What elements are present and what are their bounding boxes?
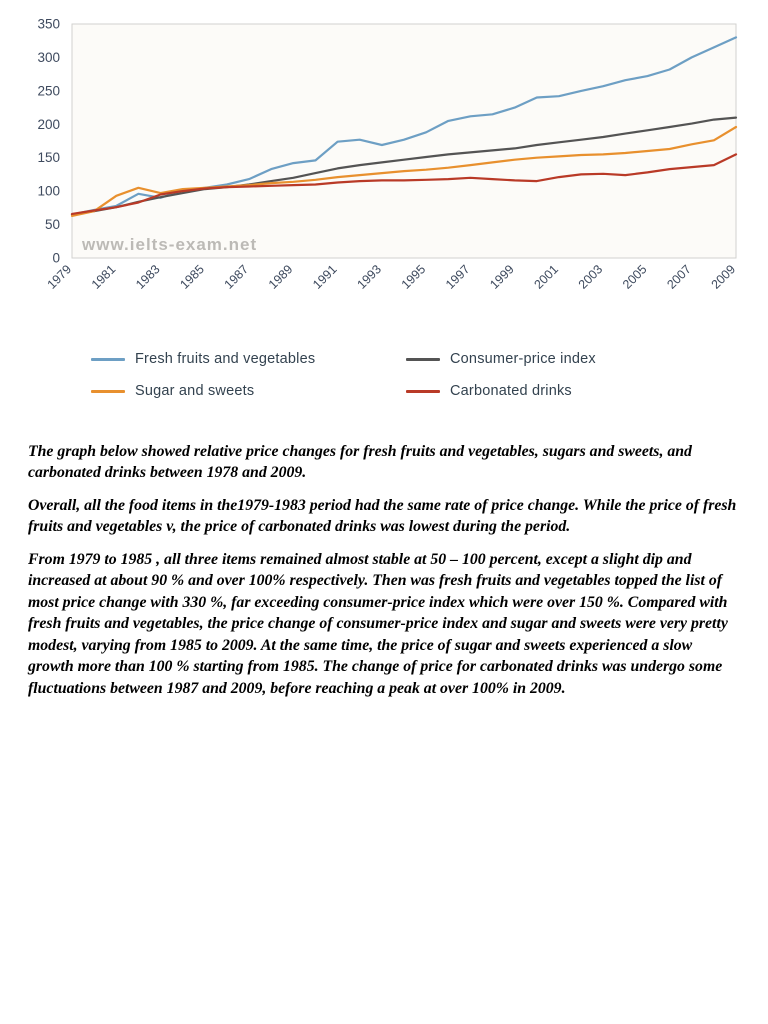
essay-paragraph-1: The graph below showed relative price ch… — [28, 443, 692, 482]
x-tick-label: 1987 — [222, 262, 252, 292]
y-tick-label: 0 — [52, 251, 60, 266]
y-tick-label: 150 — [37, 150, 60, 165]
x-tick-label: 1979 — [45, 262, 75, 292]
essay-paragraph-3: From 1979 to 1985 , all three items rema… — [28, 550, 728, 697]
legend-line-icon — [406, 357, 440, 361]
x-tick-label: 2009 — [709, 262, 739, 292]
plot-area — [71, 23, 737, 259]
watermark: www.ielts-exam.net — [81, 235, 257, 254]
essay-text: The graph below showed relative price ch… — [28, 441, 738, 699]
x-tick-label: 1983 — [133, 262, 163, 292]
y-tick-label: 250 — [37, 83, 60, 98]
legend-line-icon — [91, 357, 125, 361]
y-tick-label: 300 — [37, 50, 60, 65]
x-tick-label: 1989 — [266, 262, 296, 292]
legend-item-consumer-price-index: Consumer-price index — [406, 351, 691, 367]
x-tick-label: 1997 — [443, 262, 473, 292]
line-chart-canvas: 0 50 100 150 200 250 300 350 1979 1981 1983 1985 198… — [37, 17, 739, 292]
legend-label: Fresh fruits and vegetables — [135, 351, 316, 367]
x-tick-label: 2003 — [576, 262, 606, 292]
x-tick-label: 1985 — [177, 262, 207, 292]
x-tick-label: 2005 — [620, 262, 650, 292]
legend-label: Sugar and sweets — [135, 383, 255, 399]
series-line-1 — [70, 116, 738, 216]
price-change-chart: 0 50 100 150 200 250 300 350 1979 1981 1983 1985 198… — [14, 0, 768, 400]
x-tick-label: 2007 — [664, 262, 694, 292]
x-tick-label: 1993 — [354, 262, 384, 292]
legend-line-icon — [406, 389, 440, 393]
legend-item-sugar-and-sweets: Sugar and sweets — [91, 383, 376, 399]
x-tick-label: 1991 — [310, 262, 340, 292]
y-tick-label: 200 — [37, 117, 60, 132]
legend-label: Carbonated drinks — [450, 383, 572, 399]
y-tick-label: 50 — [45, 217, 60, 232]
x-tick-label: 2001 — [531, 262, 561, 292]
chart-legend: Fresh fruits and vegetables Consumer-pri… — [91, 351, 691, 399]
x-tick-label: 1981 — [89, 262, 119, 292]
y-tick-label: 100 — [37, 184, 60, 199]
series-line-3 — [70, 153, 738, 215]
essay-paragraph-2: Overall, all the food items in the1979-1… — [28, 496, 737, 536]
legend-label: Consumer-price index — [450, 351, 596, 367]
series-line-2 — [70, 125, 738, 217]
legend-item-fresh-fruits: Fresh fruits and vegetables — [91, 351, 376, 367]
legend-item-carbonated-drinks: Carbonated drinks — [406, 383, 691, 399]
legend-line-icon — [91, 389, 125, 393]
y-tick-label: 350 — [37, 17, 60, 32]
x-tick-label: 1995 — [399, 262, 429, 292]
x-tick-label: 1999 — [487, 262, 517, 292]
